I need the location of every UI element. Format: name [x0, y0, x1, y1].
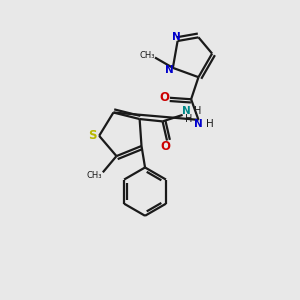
Text: N: N [182, 106, 190, 116]
Text: H: H [194, 106, 202, 116]
Text: CH₃: CH₃ [87, 171, 102, 180]
Text: S: S [88, 129, 97, 142]
Text: N: N [172, 32, 181, 43]
Text: H: H [206, 119, 214, 129]
Text: O: O [160, 140, 170, 153]
Text: H: H [185, 114, 193, 124]
Text: N: N [194, 119, 203, 129]
Text: CH₃: CH₃ [140, 51, 155, 60]
Text: N: N [165, 65, 174, 75]
Text: O: O [159, 91, 169, 104]
